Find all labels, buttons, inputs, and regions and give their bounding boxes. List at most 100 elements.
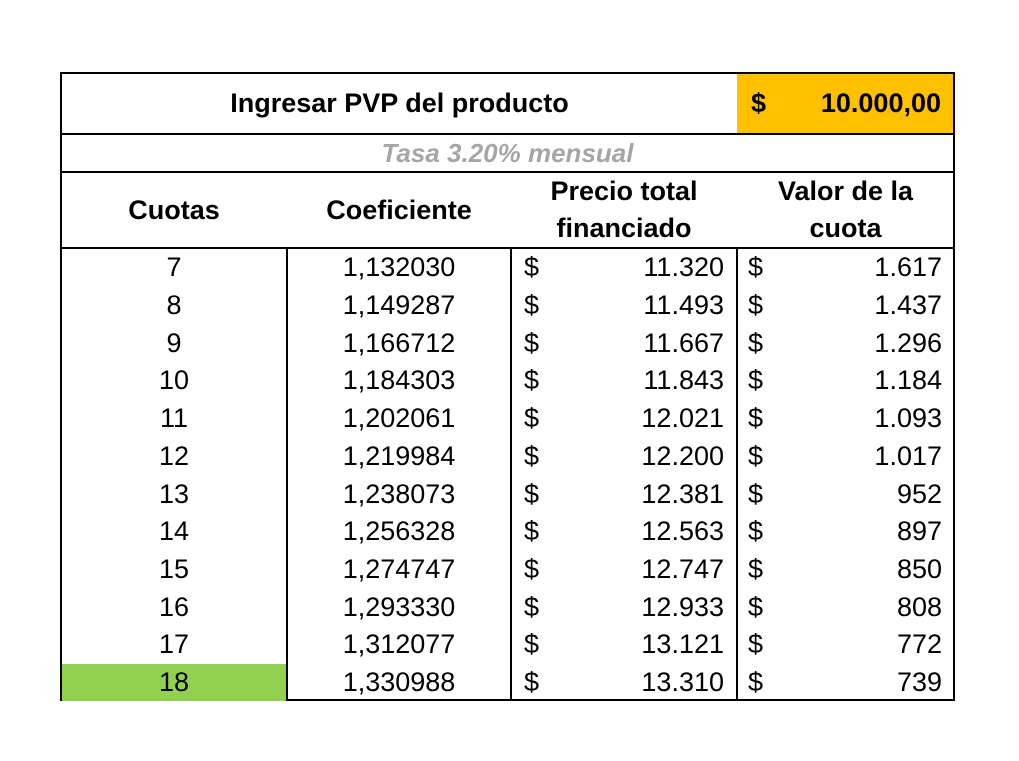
cuota-currency-symbol: $: [748, 440, 764, 471]
coeficiente-cell[interactable]: 1,166712: [342, 327, 456, 358]
table-row: 14 1,256328 $12.563 $897: [62, 513, 953, 551]
valor-cuota-cell[interactable]: 1.184: [874, 365, 942, 396]
table-row: 12 1,219984 $12.200 $1.017: [62, 438, 953, 476]
valor-cuota-cell[interactable]: 1.617: [874, 252, 942, 283]
valor-cuota-cell[interactable]: 739: [896, 667, 942, 698]
table-row: 10 1,184303 $11.843 $1.184: [62, 362, 953, 400]
cuotas-cell[interactable]: 12: [158, 440, 190, 471]
precio-total-cell[interactable]: 12.381: [641, 478, 724, 509]
price-input-cell[interactable]: $ 10.000,00: [737, 74, 953, 133]
table-row: 17 1,312077 $13.121 $772: [62, 626, 953, 664]
valor-cuota-cell[interactable]: 772: [896, 629, 942, 660]
cuotas-cell[interactable]: 18: [62, 663, 286, 702]
price-input-label: Ingresar PVP del producto: [230, 88, 569, 118]
price-input-value[interactable]: 10.000,00: [820, 88, 941, 118]
valor-cuota-cell[interactable]: 1.093: [874, 403, 942, 434]
price-input-row: Ingresar PVP del producto $ 10.000,00: [62, 74, 953, 135]
valor-cuota-cell[interactable]: 850: [896, 553, 942, 584]
rate-note: Tasa 3.20% mensual: [62, 135, 953, 173]
coeficiente-cell[interactable]: 1,202061: [342, 403, 456, 434]
cuota-currency-symbol: $: [748, 629, 764, 660]
precio-total-cell[interactable]: 12.200: [641, 440, 724, 471]
valor-cuota-cell[interactable]: 1.437: [874, 290, 942, 321]
coeficiente-cell[interactable]: 1,238073: [342, 478, 456, 509]
coeficiente-cell[interactable]: 1,274747: [342, 553, 456, 584]
column-divider: [510, 249, 512, 701]
cuota-currency-symbol: $: [748, 516, 764, 547]
total-currency-symbol: $: [524, 365, 540, 396]
table-row: 11 1,202061 $12.021 $1.093: [62, 400, 953, 438]
coeficiente-cell[interactable]: 1,312077: [342, 629, 456, 660]
cuotas-cell[interactable]: 7: [166, 252, 182, 283]
total-currency-symbol: $: [524, 516, 540, 547]
column-header-precio-total: Precio total financiado: [550, 176, 698, 243]
column-header-cuotas: Cuotas: [128, 194, 220, 225]
cuota-currency-symbol: $: [748, 365, 764, 396]
precio-total-cell[interactable]: 12.933: [641, 591, 724, 622]
cuota-currency-symbol: $: [748, 327, 764, 358]
valor-cuota-cell[interactable]: 897: [896, 516, 942, 547]
total-currency-symbol: $: [524, 667, 540, 698]
coeficiente-cell[interactable]: 1,256328: [342, 516, 456, 547]
cuota-currency-symbol: $: [748, 290, 764, 321]
valor-cuota-cell[interactable]: 808: [896, 591, 942, 622]
column-divider: [286, 249, 288, 701]
cuotas-cell[interactable]: 10: [158, 365, 190, 396]
price-currency-symbol: $: [751, 88, 767, 118]
coeficiente-cell[interactable]: 1,219984: [342, 440, 456, 471]
coeficiente-cell[interactable]: 1,149287: [342, 290, 456, 321]
column-divider: [736, 249, 738, 701]
cuotas-cell[interactable]: 15: [158, 553, 190, 584]
valor-cuota-cell[interactable]: 1.296: [874, 327, 942, 358]
total-currency-symbol: $: [524, 290, 540, 321]
cuotas-cell[interactable]: 9: [166, 327, 182, 358]
total-currency-symbol: $: [524, 403, 540, 434]
cuotas-cell[interactable]: 11: [159, 403, 189, 434]
cuotas-cell[interactable]: 16: [158, 591, 190, 622]
precio-total-cell[interactable]: 12.021: [641, 403, 724, 434]
valor-cuota-cell[interactable]: 1.017: [874, 440, 942, 471]
coeficiente-cell[interactable]: 1,132030: [342, 252, 456, 283]
column-header-coeficiente: Coeficiente: [326, 194, 472, 225]
precio-total-cell[interactable]: 12.747: [641, 553, 724, 584]
cuotas-cell[interactable]: 17: [158, 629, 190, 660]
total-currency-symbol: $: [524, 478, 540, 509]
table-row: 7 1,132030 $11.320 $1.617: [62, 249, 953, 287]
total-currency-symbol: $: [524, 591, 540, 622]
total-currency-symbol: $: [524, 553, 540, 584]
cuotas-cell[interactable]: 14: [158, 516, 190, 547]
cuotas-cell[interactable]: 8: [166, 290, 182, 321]
cuotas-cell[interactable]: 13: [158, 478, 190, 509]
column-header-valor-cuota: Valor de la cuota: [777, 176, 914, 243]
coeficiente-cell[interactable]: 1,330988: [342, 667, 456, 698]
table-row: 15 1,274747 $12.747 $850: [62, 551, 953, 589]
total-currency-symbol: $: [524, 327, 540, 358]
cuota-currency-symbol: $: [748, 252, 764, 283]
coeficiente-cell[interactable]: 1,184303: [342, 365, 456, 396]
total-currency-symbol: $: [524, 440, 540, 471]
coeficiente-cell[interactable]: 1,293330: [342, 591, 456, 622]
precio-total-cell[interactable]: 13.310: [641, 667, 724, 698]
total-currency-symbol: $: [524, 252, 540, 283]
financing-table: Ingresar PVP del producto $ 10.000,00 Ta…: [60, 72, 955, 702]
table-row: 18 1,330988 $13.310 $739: [62, 663, 953, 702]
precio-total-cell[interactable]: 12.563: [641, 516, 724, 547]
precio-total-cell[interactable]: 13.121: [641, 629, 724, 660]
cuota-currency-symbol: $: [748, 591, 764, 622]
precio-total-cell[interactable]: 11.667: [643, 327, 724, 358]
cuota-currency-symbol: $: [748, 667, 764, 698]
table-row: 8 1,149287 $11.493 $1.437: [62, 287, 953, 325]
cuota-currency-symbol: $: [748, 553, 764, 584]
precio-total-cell[interactable]: 11.843: [643, 365, 724, 396]
cuota-currency-symbol: $: [748, 403, 764, 434]
cuota-currency-symbol: $: [748, 478, 764, 509]
valor-cuota-cell[interactable]: 952: [896, 478, 942, 509]
column-header-row: Cuotas Coeficiente Precio total financia…: [62, 173, 953, 249]
precio-total-cell[interactable]: 11.320: [643, 252, 724, 283]
table-row: 13 1,238073 $12.381 $952: [62, 475, 953, 513]
table-body: 7 1,132030 $11.320 $1.617 8 1,149287 $11.493 $1…: [62, 249, 953, 702]
total-currency-symbol: $: [524, 629, 540, 660]
table-row: 16 1,293330 $12.933 $808: [62, 588, 953, 626]
precio-total-cell[interactable]: 11.493: [643, 290, 724, 321]
table-row: 9 1,166712 $11.667 $1.296: [62, 324, 953, 362]
